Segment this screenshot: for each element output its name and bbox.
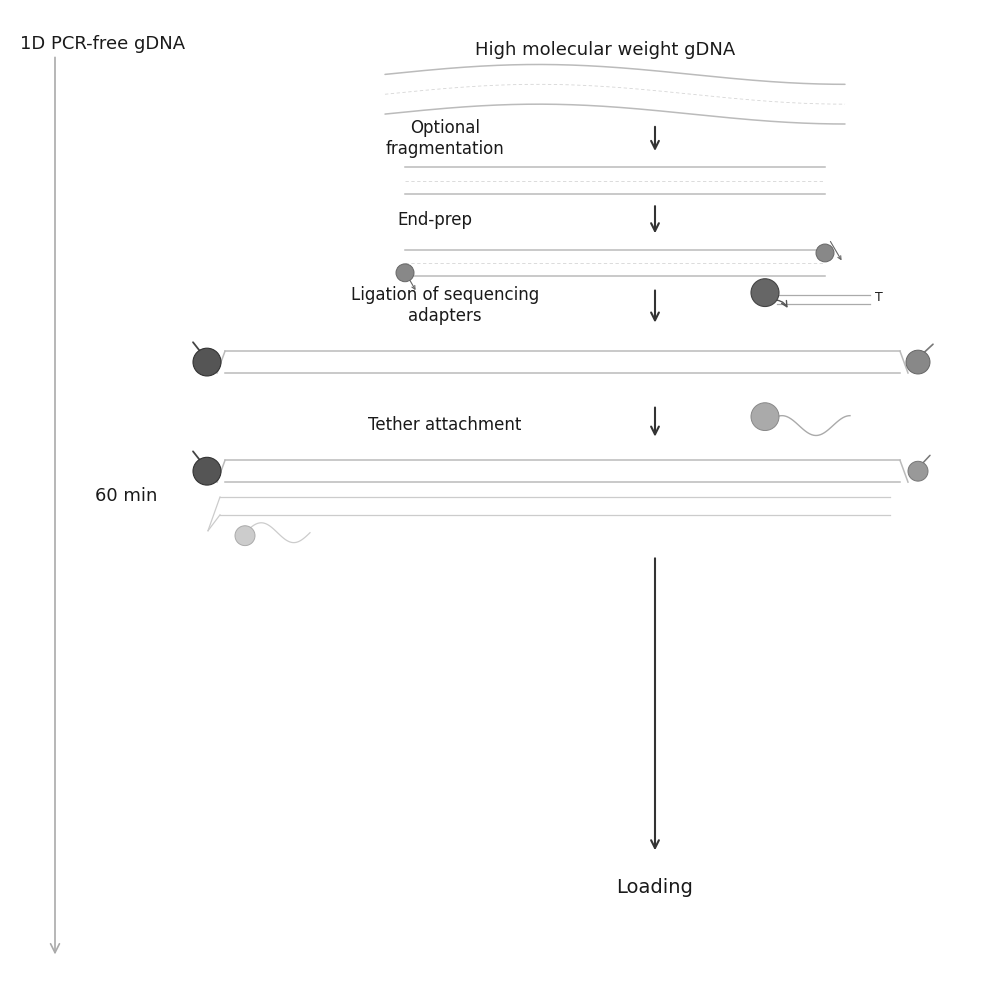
Text: 60 min: 60 min xyxy=(95,487,157,505)
Circle shape xyxy=(751,403,779,431)
Circle shape xyxy=(396,264,414,282)
Circle shape xyxy=(908,461,928,481)
Circle shape xyxy=(906,350,930,374)
Text: Tether attachment: Tether attachment xyxy=(368,416,522,434)
Text: High molecular weight gDNA: High molecular weight gDNA xyxy=(475,41,735,59)
Circle shape xyxy=(816,244,834,262)
Circle shape xyxy=(751,279,779,307)
Text: T: T xyxy=(875,291,883,305)
Text: End-prep: End-prep xyxy=(398,211,473,229)
Text: Optional
fragmentation: Optional fragmentation xyxy=(386,119,504,159)
Circle shape xyxy=(193,348,221,376)
Circle shape xyxy=(235,526,255,546)
Text: 1D PCR-free gDNA: 1D PCR-free gDNA xyxy=(20,35,185,53)
Text: Ligation of sequencing
adapters: Ligation of sequencing adapters xyxy=(351,286,539,325)
Circle shape xyxy=(193,457,221,485)
Text: Loading: Loading xyxy=(617,878,693,898)
